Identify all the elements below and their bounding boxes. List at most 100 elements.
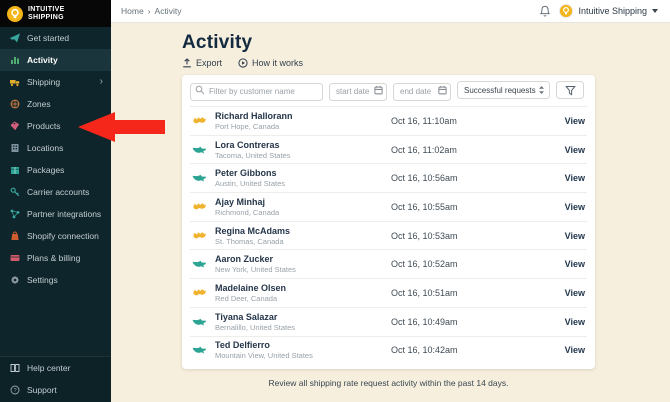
shipping-truck-icon — [10, 77, 20, 87]
globe-icon — [10, 99, 20, 109]
request-timestamp: Oct 16, 11:02am — [391, 144, 457, 155]
svg-text:?: ? — [13, 388, 16, 394]
export-button[interactable]: Export — [182, 58, 222, 68]
view-link[interactable]: View — [564, 230, 585, 241]
country-map-icon — [192, 231, 208, 241]
customer-filter-input[interactable] — [190, 82, 323, 101]
country-map-icon — [192, 116, 208, 126]
activity-row: Madelaine Olsen Red Deer, Canada Oct 16, … — [190, 278, 587, 307]
country-map-icon — [192, 259, 208, 269]
sidebar-item-activity[interactable]: Activity — [0, 49, 111, 71]
sidebar-item-partner-integrations[interactable]: Partner integrations — [0, 203, 111, 225]
bell-icon[interactable] — [539, 5, 551, 18]
customer-location: Tacoma, United States — [215, 150, 291, 160]
book-icon — [10, 363, 20, 373]
customer-location: Port Hope, Canada — [215, 121, 280, 131]
breadcrumb: Home › Activity — [111, 6, 181, 16]
breadcrumb-current: Activity — [154, 6, 182, 16]
sidebar-item-plans-billing[interactable]: Plans & billing — [0, 247, 111, 269]
request-timestamp: Oct 16, 10:53am — [391, 230, 458, 241]
footer-note: Review all shipping rate request activit… — [268, 378, 509, 388]
country-map-icon — [192, 345, 208, 355]
sidebar-item-support[interactable]: ? Support — [0, 379, 111, 401]
funnel-icon — [564, 85, 576, 96]
request-timestamp: Oct 16, 11:10am — [391, 115, 457, 126]
sidebar-item-locations[interactable]: Locations — [0, 137, 111, 159]
sidebar-item-shipping[interactable]: Shipping › — [0, 71, 111, 93]
view-link[interactable]: View — [564, 144, 585, 155]
export-icon — [182, 58, 192, 68]
calendar-icon — [374, 85, 383, 95]
customer-name: Regina McAdams — [215, 225, 291, 236]
activity-row: Richard Hallorann Port Hope, Canada Oct 1… — [190, 106, 587, 135]
view-link[interactable]: View — [564, 115, 585, 126]
customer-location: Austin, United States — [215, 179, 286, 189]
topbar-right: Intuitive Shipping — [539, 4, 670, 18]
view-link[interactable]: View — [564, 345, 585, 356]
logo-wordmark: INTUITIVE SHIPPING — [28, 5, 65, 21]
view-link[interactable]: View — [564, 287, 585, 298]
customer-name: Lora Contreras — [215, 139, 280, 150]
chevron-right-icon: › — [99, 76, 103, 87]
activity-card: Successful requests only Richard Hallora… — [182, 75, 595, 369]
start-date-input[interactable] — [329, 82, 387, 101]
caret-down-icon — [652, 9, 658, 13]
customer-name: Richard Hallorann — [215, 110, 293, 121]
country-map-icon — [192, 173, 208, 183]
activity-row: Ted Delfierro Mountain View, United State… — [190, 335, 587, 365]
building-icon — [10, 143, 20, 153]
sidebar-item-settings[interactable]: Settings — [0, 269, 111, 291]
view-link[interactable]: View — [564, 259, 585, 270]
sidebar: INTUITIVE SHIPPING Get started Activity S… — [0, 0, 111, 402]
customer-location: New York, United States — [215, 265, 296, 275]
question-circle-icon: ? — [10, 385, 20, 395]
credit-card-icon — [10, 253, 20, 263]
customer-location: Richmond, Canada — [215, 207, 280, 217]
play-circle-icon — [238, 58, 248, 68]
end-date-field — [393, 81, 451, 101]
sidebar-item-products[interactable]: Products — [0, 115, 111, 137]
end-date-input[interactable] — [393, 82, 451, 101]
request-timestamp: Oct 16, 10:42am — [391, 345, 458, 356]
how-it-works-link[interactable]: How it works — [238, 58, 303, 68]
sidebar-item-help-center[interactable]: Help center — [0, 357, 111, 379]
view-link[interactable]: View — [564, 173, 585, 184]
customer-name: Ted Delfierro — [215, 340, 270, 351]
activity-row: Ajay Minhaj Richmond, Canada Oct 16, 10:5… — [190, 192, 587, 221]
sidebar-bottom-nav: Help center ? Support — [0, 356, 111, 402]
account-menu[interactable]: Intuitive Shipping — [559, 4, 658, 18]
filter-settings-button[interactable] — [556, 81, 584, 99]
sidebar-item-get-started[interactable]: Get started — [0, 27, 111, 49]
integration-nodes-icon — [10, 209, 20, 219]
activity-row: Regina McAdams St. Thomas, Canada Oct 16,… — [190, 220, 587, 250]
customer-location: St. Thomas, Canada — [215, 236, 284, 246]
customer-location: Mountain View, United States — [215, 351, 313, 361]
search-icon — [195, 85, 205, 95]
activity-row: Tiyana Salazar Bernalillo, United States … — [190, 306, 587, 336]
sidebar-item-packages[interactable]: Packages — [0, 159, 111, 181]
activity-row: Aaron Zucker New York, United States Oct … — [190, 249, 587, 278]
select-stepper-icon — [538, 85, 545, 95]
view-link[interactable]: View — [564, 201, 585, 212]
sidebar-item-carrier-accounts[interactable]: Carrier accounts — [0, 181, 111, 203]
main-content: Activity Export How it works — [111, 23, 670, 402]
customer-name: Madelaine Olsen — [215, 282, 287, 293]
account-label: Intuitive Shipping — [578, 6, 647, 16]
sidebar-nav: Get started Activity Shipping › Zones Pr… — [0, 27, 111, 291]
app-logo[interactable]: INTUITIVE SHIPPING — [0, 0, 111, 27]
customer-name: Ajay Minhaj — [215, 196, 266, 207]
request-timestamp: Oct 16, 10:52am — [391, 259, 458, 270]
topbar: Home › Activity Intuitive Shipping — [111, 0, 670, 23]
sidebar-item-shopify-connection[interactable]: Shopify connection — [0, 225, 111, 247]
sidebar-item-zones[interactable]: Zones — [0, 93, 111, 115]
paper-plane-icon — [10, 33, 20, 43]
country-map-icon — [192, 288, 208, 298]
activity-list: Richard Hallorann Port Hope, Canada Oct 1… — [190, 106, 587, 364]
shopify-bag-icon — [10, 231, 20, 241]
breadcrumb-home-link[interactable]: Home — [121, 6, 144, 16]
status-filter-select[interactable]: Successful requests only — [457, 81, 550, 99]
gear-icon — [10, 275, 20, 285]
view-link[interactable]: View — [564, 316, 585, 327]
start-date-field — [329, 81, 387, 101]
lightbulb-logo-icon — [7, 5, 23, 22]
